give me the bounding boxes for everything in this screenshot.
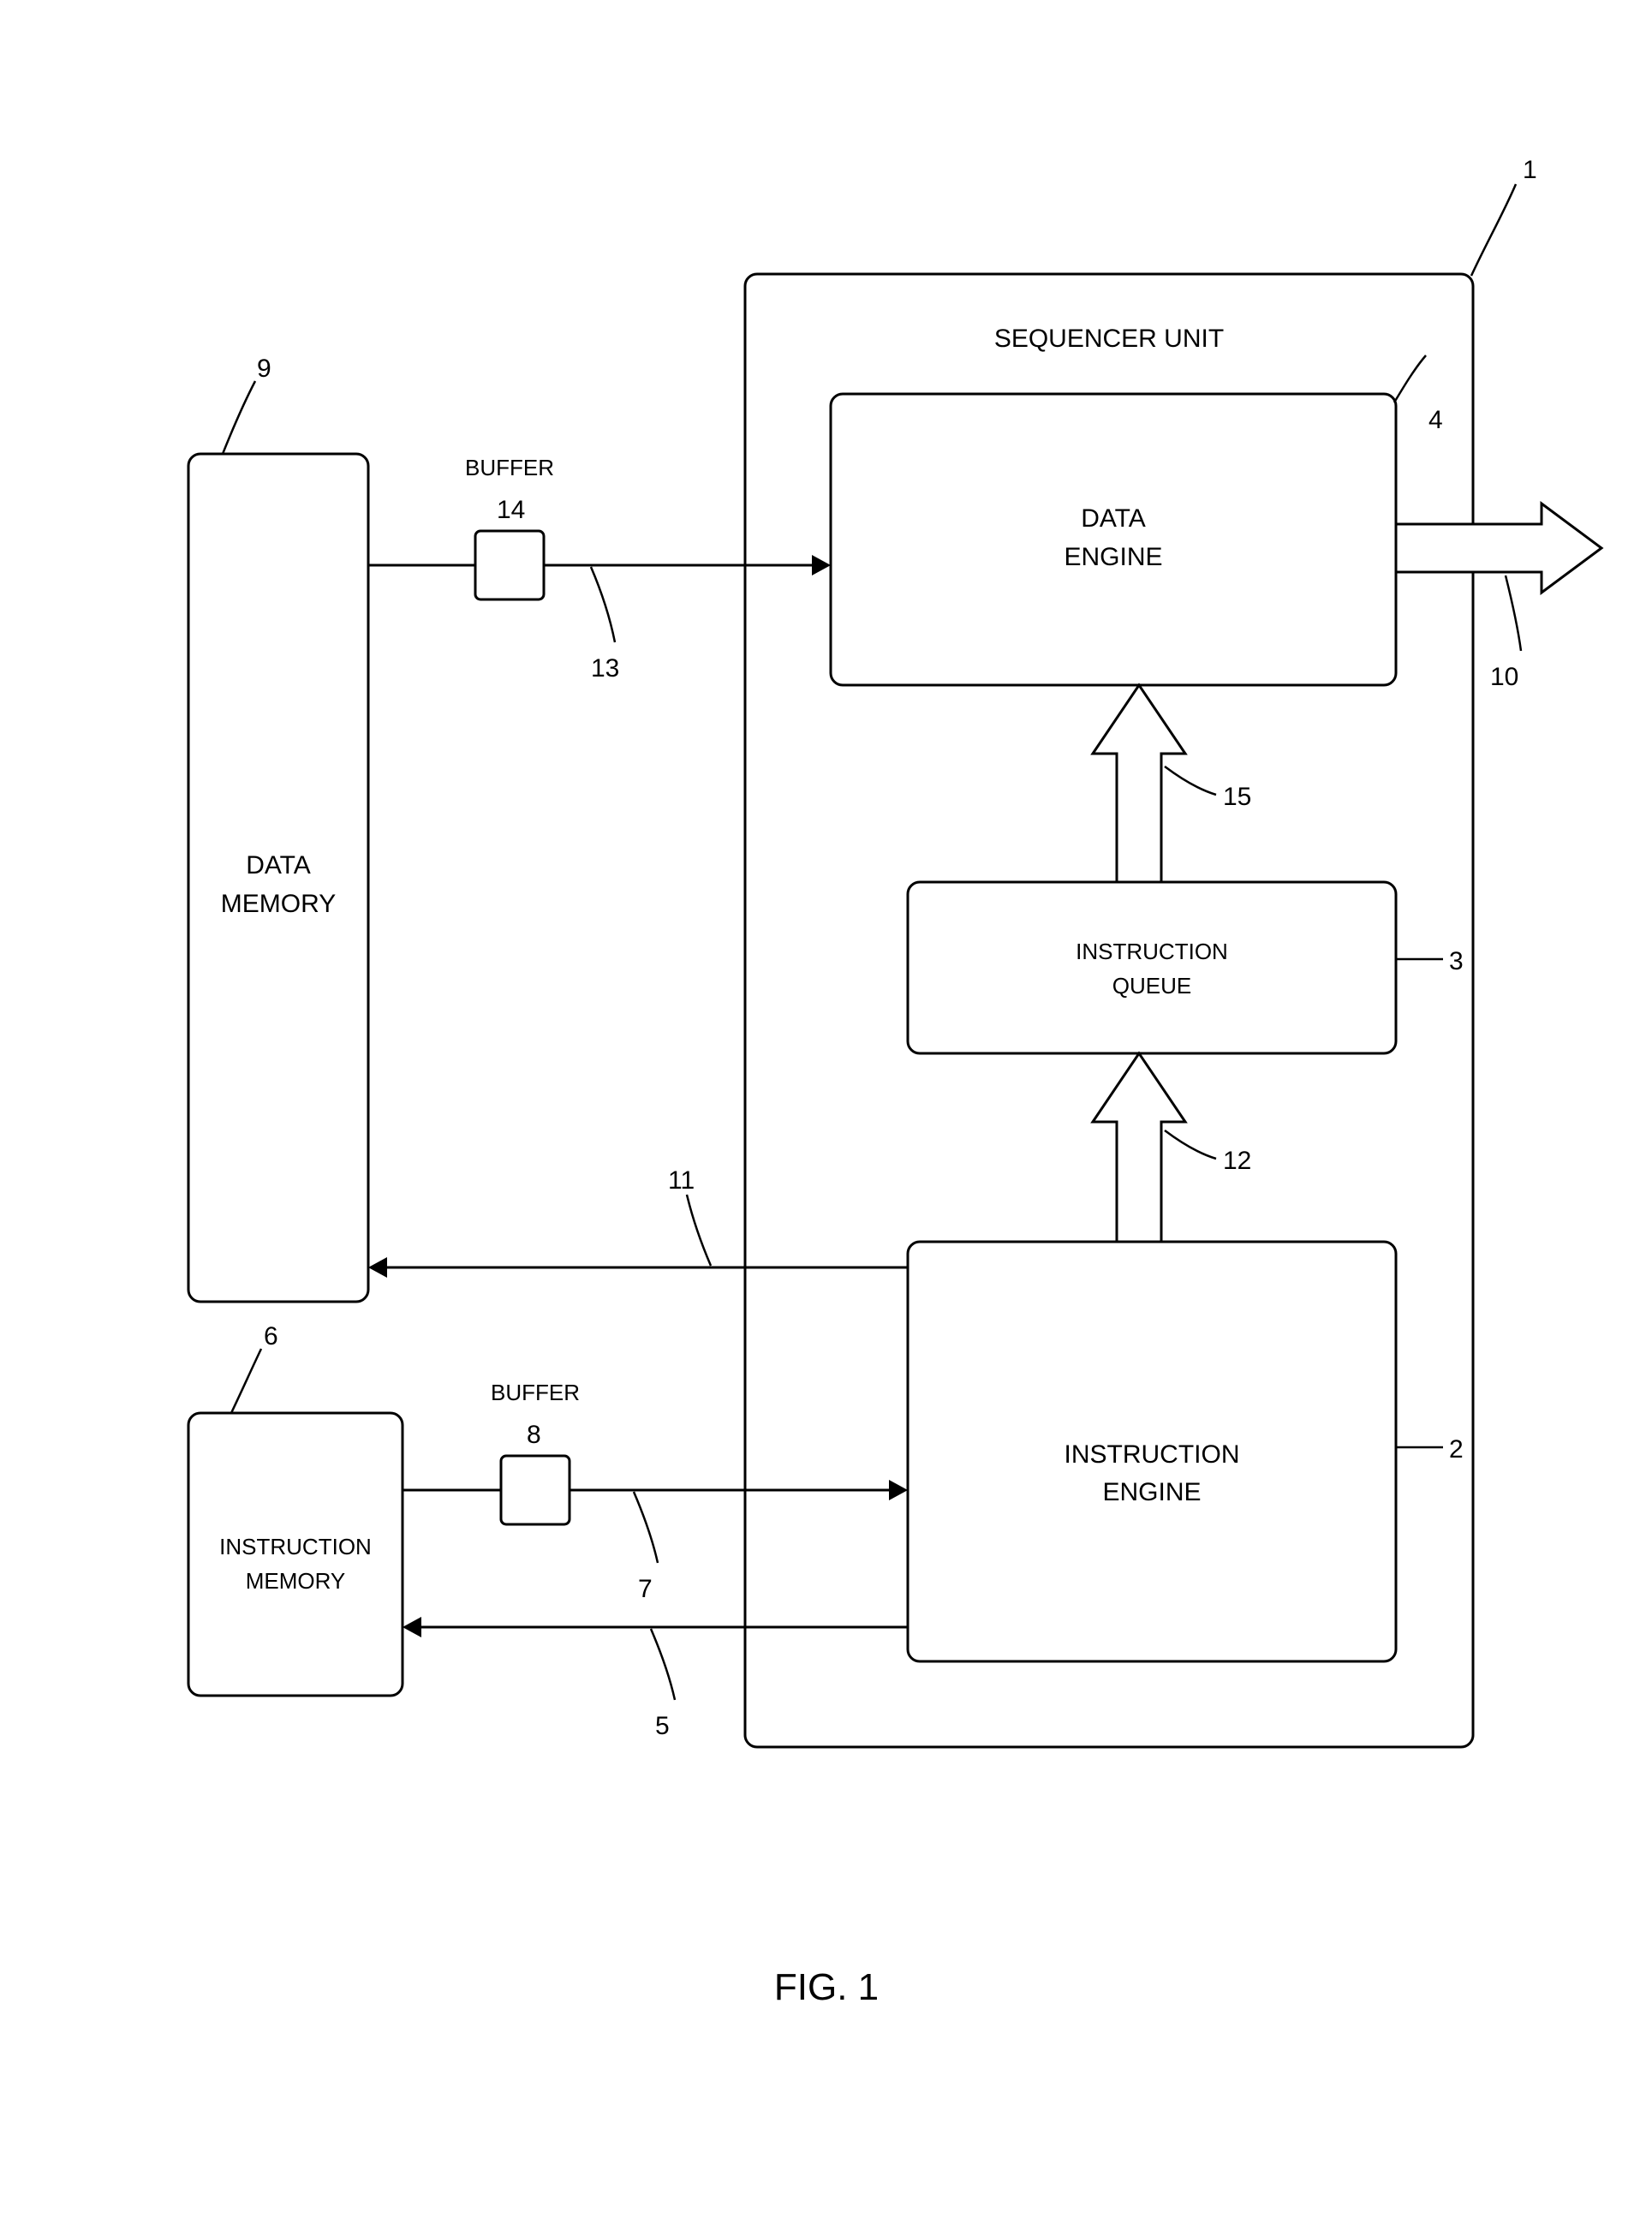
data-memory-label-2: MEMORY [221,890,336,918]
callout-12: 12 [1223,1147,1251,1175]
leader-4 [1394,355,1426,402]
figure-caption: FIG. 1 [774,1966,879,2008]
buffer-14-box [475,531,544,599]
instruction-queue-box [908,882,1396,1053]
instruction-queue-label-1: INSTRUCTION [1076,939,1228,964]
leader-10 [1506,575,1521,651]
figure-diagram: SEQUENCER UNIT DATA ENGINE INSTRUCTION Q… [0,0,1652,2230]
callout-14: 14 [497,496,525,524]
block-arrow-15 [1093,685,1185,882]
buffer-8-label: BUFFER [491,1380,580,1405]
buffer-8-box [501,1456,570,1524]
data-engine-label-2: ENGINE [1064,543,1162,571]
arrowhead-7 [889,1480,908,1500]
callout-13: 13 [591,654,619,683]
callout-7: 7 [638,1575,653,1603]
leader-11 [687,1195,711,1266]
callout-11: 11 [668,1166,695,1195]
callout-8: 8 [527,1421,541,1449]
callout-2: 2 [1449,1435,1464,1464]
leader-1 [1471,184,1516,276]
leader-15 [1165,766,1216,795]
callout-10: 10 [1490,663,1518,691]
callout-4: 4 [1428,406,1443,434]
buffer-14-label: BUFFER [465,455,554,480]
instruction-queue-label-2: QUEUE [1112,973,1191,999]
instruction-memory-label-2: MEMORY [246,1568,346,1594]
data-engine-label-1: DATA [1081,504,1146,533]
leader-13 [591,567,615,642]
data-engine-box [831,394,1396,685]
instruction-engine-label-1: INSTRUCTION [1065,1440,1240,1469]
data-memory-label-1: DATA [246,851,311,879]
leader-9 [223,381,255,454]
callout-6: 6 [264,1322,278,1351]
callout-3: 3 [1449,947,1464,975]
instruction-engine-label-2: ENGINE [1102,1478,1201,1506]
arrowhead-11 [368,1257,387,1278]
leader-6 [231,1349,261,1413]
callout-9: 9 [257,355,271,383]
arrowhead-5 [403,1617,421,1637]
callout-1: 1 [1523,156,1537,184]
callout-15: 15 [1223,783,1251,811]
leader-5 [651,1629,675,1700]
leader-12 [1165,1130,1216,1159]
callout-5: 5 [655,1712,670,1740]
leader-7 [634,1492,658,1563]
block-arrow-10 [1396,504,1601,593]
block-arrow-12 [1093,1053,1185,1242]
arrowhead-13 [812,555,831,575]
instruction-memory-label-1: INSTRUCTION [219,1534,372,1559]
sequencer-unit-label: SEQUENCER UNIT [994,325,1224,353]
